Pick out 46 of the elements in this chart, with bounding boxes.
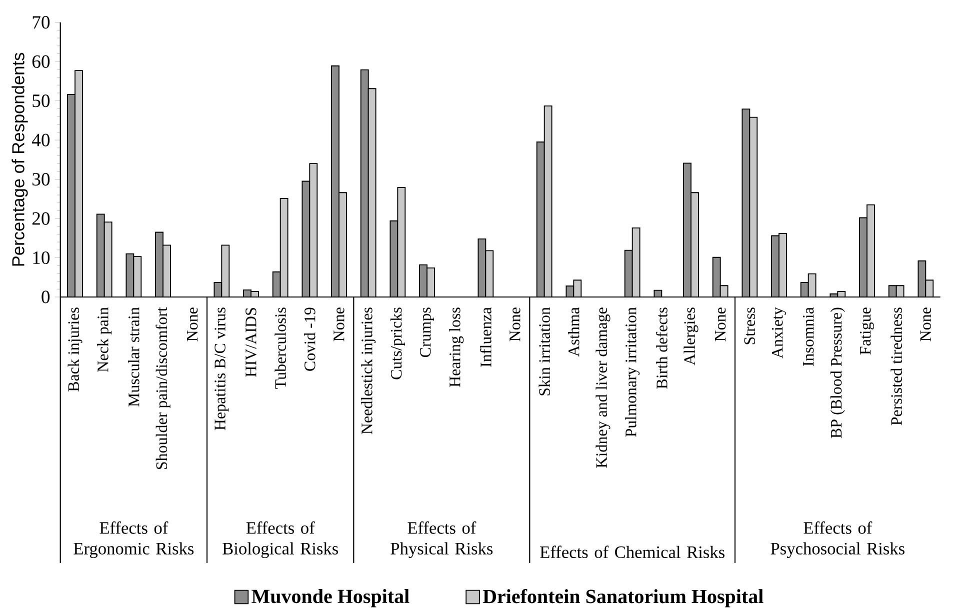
x-tick-label: Cuts/pricks [390,308,405,380]
x-tick-label: Neck pain [97,307,112,372]
x-tick-label: Fatigue [860,308,874,355]
y-tick-label: 40 [32,134,50,146]
y-tick-label: 70 [32,16,50,29]
x-tick-label: Back injuries [68,308,82,392]
x-tick-label: Stress [744,308,756,344]
y-tick-label: 10 [33,251,50,264]
x-tick-label: Crumps [420,308,434,358]
legend-label: Driefontein Sanatorium Hospital [482,588,764,608]
y-tick-label: 20 [32,212,50,225]
x-tick-label: Pulmonary irritation [625,307,640,437]
x-tick-label: Anxiety [772,307,786,358]
x-tick-label: HIV/AIDS [246,308,256,377]
x-tick-label: None [715,308,726,342]
x-tick-label: Persisted tiredness [890,308,902,426]
x-tick-label: None [187,308,198,342]
x-tick-label: Shoulder pain/discomfort [156,307,170,470]
x-tick-label: Skin irritation [538,307,550,396]
x-tick-label: Covid -19 [304,308,316,371]
x-tick-label: Birth defects [656,308,668,389]
x-tick-label: None [920,308,931,342]
x-tick-label: Needlestick injuries [361,308,376,434]
text: Effects of Psychosocial Risks [770,521,904,558]
x-tick-label: None [510,308,520,342]
y-tick-label: 0 [42,290,50,304]
x-tick-label: BP (Blood Pressure) [830,308,845,438]
y-tick-label: 50 [32,94,50,108]
x-tick-label: Tuberculosis [274,308,286,389]
x-tick-label: Insomnia [802,307,814,366]
y-tick-label: 60 [32,55,50,68]
text: Effects of Chemical Risks [540,546,724,558]
x-tick-label: Influenza [480,307,492,367]
y-tick-label: 30 [32,172,50,186]
x-tick-label: Hearing loss [449,308,464,387]
text: Effects of Physical Risks [390,521,493,558]
text: Effects of Biological Risks [222,521,338,558]
x-tick-label: Allergies [684,308,698,366]
y-axis-title: Percentage of Respondents [12,52,28,266]
x-tick-label: None [334,308,344,342]
x-tick-label: Asthma [568,307,580,357]
x-tick-label: Kidney and liver damage [596,308,610,468]
text: Effects of Ergonomic Risks [74,521,194,558]
legend-label: Muvonde Hospital [252,589,410,608]
x-tick-label: Muscular strain [128,307,140,407]
x-tick-label: Hepatitis B/C virus [214,308,229,430]
